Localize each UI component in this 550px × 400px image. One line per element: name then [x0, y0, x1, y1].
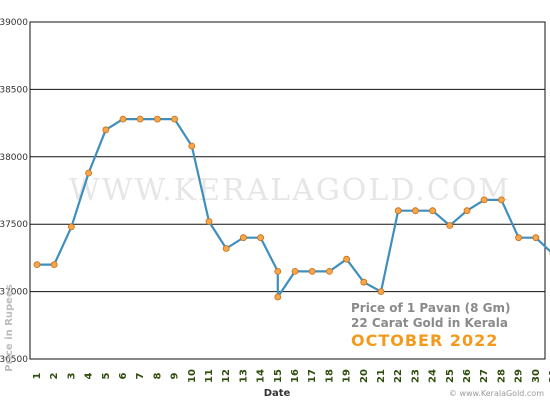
price-point	[480, 196, 488, 204]
price-point	[222, 245, 230, 252]
x-tick-label: 6	[118, 372, 129, 379]
price-point	[325, 267, 333, 275]
price-point	[532, 234, 540, 242]
x-tick-label: 21	[376, 369, 387, 383]
x-tick-label: 7	[135, 372, 146, 379]
x-tick-label: 31	[548, 369, 550, 383]
price-point	[291, 267, 299, 275]
x-tick-label: 29	[514, 369, 525, 383]
x-tick-label: 14	[256, 369, 267, 383]
price-point	[308, 267, 316, 275]
price-point	[33, 261, 41, 269]
x-tick-label: 3	[66, 372, 77, 379]
price-point	[205, 218, 213, 225]
price-point	[394, 207, 402, 215]
caption-line-1: Price of 1 Pavan (8 Gm)	[351, 301, 511, 315]
price-point	[153, 115, 161, 123]
price-point	[360, 278, 368, 286]
price-point	[171, 115, 179, 123]
price-point	[239, 234, 247, 242]
y-tick-label: 38500	[0, 85, 28, 95]
x-tick-label: 4	[84, 372, 95, 379]
y-tick-label: 39000	[0, 18, 28, 28]
price-point	[515, 234, 522, 242]
x-tick-label: 20	[359, 369, 370, 383]
y-axis-title: Price in Rupees	[4, 284, 15, 371]
x-tick-label: 16	[290, 369, 301, 383]
price-point	[102, 126, 110, 134]
x-tick-label: 8	[152, 372, 163, 379]
x-tick-label: 23	[410, 369, 421, 383]
watermark-text: WWW.KERALAGOLD.COM	[69, 173, 511, 208]
price-point	[136, 115, 144, 123]
x-tick-label: 10	[187, 369, 198, 383]
y-tick-labels: 36500 37000 37500 38000 38500 39000	[0, 18, 28, 365]
caption-line-2: 22 Carat Gold in Kerala	[351, 316, 508, 330]
y-tick-label: 37000	[0, 288, 28, 298]
price-series	[33, 115, 550, 301]
price-point	[343, 255, 351, 263]
price-point	[50, 261, 58, 269]
price-point	[188, 142, 196, 150]
price-point	[274, 267, 282, 275]
price-point	[68, 223, 75, 231]
site-credit: © www.KeralaGold.com	[449, 389, 544, 398]
price-point	[429, 207, 437, 215]
x-tick-label: 9	[170, 372, 181, 379]
x-tick-label: 2	[49, 372, 60, 379]
price-point	[274, 293, 282, 301]
x-tick-label: 11	[204, 369, 215, 383]
price-point	[377, 288, 385, 296]
grid-lines	[30, 88, 545, 293]
price-point	[497, 196, 505, 204]
price-point	[119, 115, 127, 123]
x-tick-label: 15	[273, 369, 284, 383]
price-point	[446, 222, 454, 229]
y-tick-label: 37500	[0, 220, 28, 230]
plot-frame	[29, 21, 546, 360]
price-point	[411, 207, 419, 215]
x-tick-label: 28	[496, 369, 507, 383]
x-tick-label: 13	[238, 369, 249, 383]
x-tick-label: 18	[324, 369, 335, 383]
x-tick-label: 1	[32, 372, 43, 379]
y-tick-label: 38000	[0, 153, 28, 163]
x-tick-labels: 1 2 3 4 5 6 7 8 9 10 11 12 13 14 15 16 17 18 19 20 21 22 23 24 2…	[32, 369, 550, 383]
x-tick-label: 27	[479, 369, 490, 383]
x-tick-label: 25	[445, 369, 456, 383]
x-tick-label: 5	[101, 372, 112, 379]
x-tick-label: 19	[342, 369, 353, 383]
caption-month: OCTOBER 2022	[351, 331, 498, 350]
x-tick-label: 17	[307, 369, 318, 383]
price-point	[85, 169, 92, 177]
x-tick-label: 12	[221, 369, 232, 383]
x-axis-title: Date	[264, 388, 291, 399]
x-tick-label: 30	[531, 369, 542, 383]
x-tick-label: 26	[462, 369, 473, 383]
x-tick-label: 24	[428, 369, 439, 383]
price-point	[463, 207, 471, 215]
y-tick-label: 36500	[0, 355, 28, 365]
price-point	[257, 234, 265, 242]
x-tick-label: 22	[393, 369, 404, 383]
